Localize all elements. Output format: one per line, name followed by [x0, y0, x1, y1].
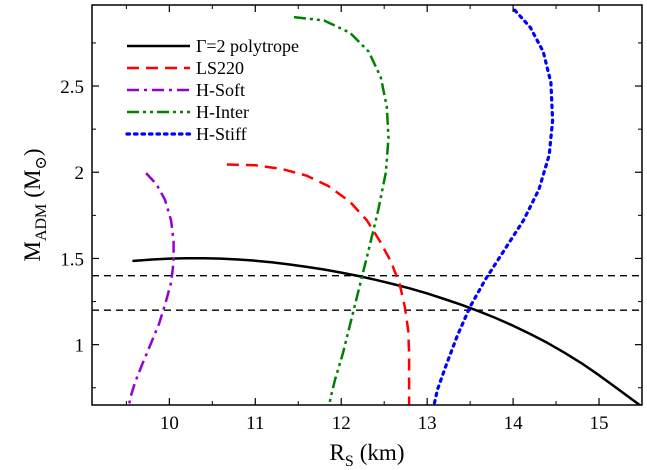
- x-tick-label: 12: [332, 413, 351, 434]
- x-axis-label-sub: S: [345, 453, 354, 470]
- y-axis-label-main: M: [20, 241, 45, 261]
- reference-lines: [92, 274, 642, 311]
- series-line: [293, 15, 390, 405]
- series-lines: [127, 8, 642, 405]
- x-axis-label-main: R: [330, 440, 346, 465]
- y-axis-label-sun-symbol: ⊙: [33, 156, 50, 169]
- series-line: [432, 8, 555, 405]
- legend-label: H-Inter: [196, 102, 249, 122]
- x-axis-label-unit: (km): [360, 440, 405, 465]
- y-axis-label-sub: ADM: [33, 204, 50, 241]
- series-line: [127, 172, 175, 405]
- y-axis-label: MADM (M⊙): [20, 149, 50, 262]
- x-tick-label: 13: [418, 413, 437, 434]
- y-tick-label: 1.5: [60, 249, 84, 270]
- legend-label: LS220: [196, 58, 244, 78]
- y-axis-label-close: ): [20, 149, 45, 157]
- x-tick-label: 11: [246, 413, 264, 434]
- x-tick-label: 14: [504, 413, 524, 434]
- x-axis-ticks: 10 11 12 13 14 15: [125, 5, 643, 434]
- x-axis-label: RS (km): [330, 440, 405, 470]
- legend-label: Γ=2 polytrope: [196, 36, 299, 56]
- y-tick-label: 2.5: [60, 77, 84, 98]
- y-axis-label-unit: (M: [20, 170, 45, 198]
- series-line: [132, 257, 642, 405]
- series-line: [226, 163, 411, 405]
- legend-label: H-Stiff: [196, 124, 247, 144]
- plot-frame: [91, 4, 643, 406]
- y-axis-ticks: 1 1.5 2 2.5: [60, 42, 642, 389]
- y-tick-label: 2: [75, 163, 85, 184]
- y-tick-label: 1: [75, 336, 85, 357]
- x-tick-label: 10: [160, 413, 179, 434]
- legend-label: H-Soft: [196, 80, 245, 100]
- x-tick-label: 15: [590, 413, 609, 434]
